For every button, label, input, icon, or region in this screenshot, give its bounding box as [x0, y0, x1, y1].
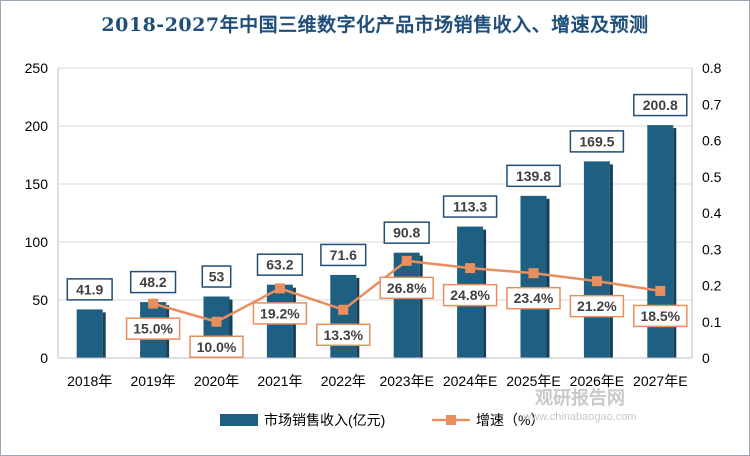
line-data-label: 19.2%	[260, 305, 300, 321]
growth-marker	[338, 304, 349, 315]
x-tick-label: 2027年E	[633, 373, 687, 389]
legend-label-bar: 市场销售收入(亿元)	[264, 412, 385, 428]
bar-data-label: 113.3	[453, 199, 487, 215]
chart-title: 2018-2027年中国三维数字化产品市场销售收入、增速及预测	[101, 14, 649, 36]
x-tick-label: 2025年E	[506, 373, 560, 389]
y-right-tick-label: 0.2	[702, 278, 722, 294]
bar-data-label: 48.2	[139, 274, 166, 290]
y-left-tick-label: 0	[40, 350, 48, 366]
bar-data-label-box	[66, 278, 113, 301]
bar-data-label-box	[442, 195, 498, 218]
y-axis-right: 0 0.1 0.2 0.3 0.4 0.5 0.6 0.7 0.8	[691, 60, 722, 366]
bar-series	[76, 125, 677, 359]
y-right-tick-label: 0.1	[702, 314, 722, 330]
bar-data-label-box	[256, 253, 304, 276]
y-right-tick-label: 0.6	[702, 133, 722, 149]
line-data-label: 13.3%	[323, 327, 363, 343]
line-data-label-box	[633, 304, 688, 328]
x-tick-label: 2024年E	[443, 373, 497, 389]
y-right-tick-label: 0.7	[702, 96, 722, 112]
y-right-tick-label: 0.4	[702, 205, 722, 221]
line-data-label: 21.2%	[577, 298, 617, 314]
growth-marker	[274, 283, 285, 294]
bar-data-label: 41.9	[76, 281, 103, 297]
bar-shadow	[419, 255, 423, 358]
bar-data-label: 71.6	[330, 247, 357, 263]
y-left-tick-label: 200	[25, 118, 49, 134]
bar-data-label-box	[383, 221, 430, 244]
bar-data-label: 200.8	[643, 97, 678, 113]
growth-marker	[591, 276, 602, 287]
y-axis-left: 0 50 100 150 200 250	[25, 60, 59, 366]
bar-data-label-box	[569, 130, 625, 153]
x-tick-label: 2026年E	[570, 373, 624, 389]
legend-swatch-bar	[220, 414, 258, 426]
bar-data-label-box	[506, 164, 561, 188]
bar-data-label-box	[201, 265, 232, 288]
line-data-label: 10.0%	[197, 339, 237, 355]
x-tick-label: 2018年	[67, 373, 112, 389]
legend-label-line: 增速（%）	[476, 412, 544, 428]
line-data-label-box	[569, 294, 625, 318]
bar-data-label-box	[320, 243, 367, 267]
x-tick-label: 2020年	[194, 373, 239, 389]
bar-data-label: 53	[209, 269, 225, 285]
bar-shadow	[102, 312, 106, 358]
growth-marker	[465, 263, 476, 274]
bar-data-label: 90.8	[393, 225, 420, 241]
bar-shadow	[546, 198, 550, 358]
line-data-label: 18.5%	[640, 308, 680, 324]
growth-marker	[401, 255, 412, 266]
growth-marker	[655, 285, 666, 296]
bar	[393, 252, 420, 358]
y-right-tick-label: 0.3	[702, 241, 722, 257]
line-data-label: 24.8%	[450, 287, 490, 303]
line-data-label-box	[189, 335, 244, 358]
y-left-tick-label: 250	[25, 60, 49, 76]
line-data-label: 26.8%	[387, 280, 427, 296]
x-axis: 2018年 2019年 2020年 2021年 2022年 2023年E 2024年E 202…	[58, 357, 692, 389]
y-left-tick-label: 50	[32, 292, 48, 308]
line-data-label-box	[252, 302, 308, 325]
line-series	[148, 255, 666, 327]
bar-shadow	[609, 164, 613, 358]
watermark-text: 观研报告网	[535, 387, 625, 408]
watermark-subtext: www.chinabaogao.com	[522, 411, 636, 423]
bar-data-label: 169.5	[579, 133, 614, 149]
legend-swatch-marker	[446, 415, 456, 425]
line-data-label: 15.0%	[133, 321, 173, 337]
x-tick-label: 2022年	[321, 373, 366, 389]
growth-marker	[148, 298, 159, 309]
y-right-tick-label: 0.5	[702, 169, 722, 185]
y-right-tick-label: 0.8	[702, 60, 722, 76]
x-tick-label: 2019年	[131, 373, 176, 389]
growth-marker	[528, 268, 539, 279]
x-tick-label: 2021年	[257, 373, 302, 389]
y-left-tick-label: 100	[25, 234, 49, 250]
x-tick-label: 2023年E	[379, 373, 433, 389]
bar-shadow	[229, 299, 233, 358]
y-right-tick-label: 0	[702, 350, 710, 366]
growth-marker	[211, 316, 222, 327]
line-data-label-box	[379, 276, 434, 300]
line-data-label-box	[506, 286, 561, 310]
y-left-tick-label: 150	[25, 176, 49, 192]
bar-shadow	[673, 128, 677, 358]
bar-data-labels: 41.9 48.2 53 63.2 71.6 90.8 113.3 139.8 169.5 200…	[66, 93, 688, 301]
line-data-labels: 15.0% 10.0% 19.2% 13.3% 26.8% 24.8% 23.4% 21.2%…	[125, 276, 688, 358]
bar	[583, 161, 610, 358]
bar	[76, 309, 103, 358]
legend: 市场销售收入(亿元) 增速（%）	[220, 412, 544, 428]
bar-data-label-box	[633, 93, 688, 117]
line-data-label-box	[316, 323, 371, 347]
bar-data-label: 139.8	[516, 168, 551, 184]
bar-data-label-box	[129, 270, 177, 294]
bar-data-label: 63.2	[266, 257, 293, 273]
bar-shadow	[356, 277, 360, 358]
line-data-label-box	[125, 317, 181, 340]
line-data-label-box	[442, 283, 498, 307]
watermark: 观研报告网 www.chinabaogao.com	[522, 387, 636, 423]
line-data-label: 23.4%	[514, 290, 554, 306]
